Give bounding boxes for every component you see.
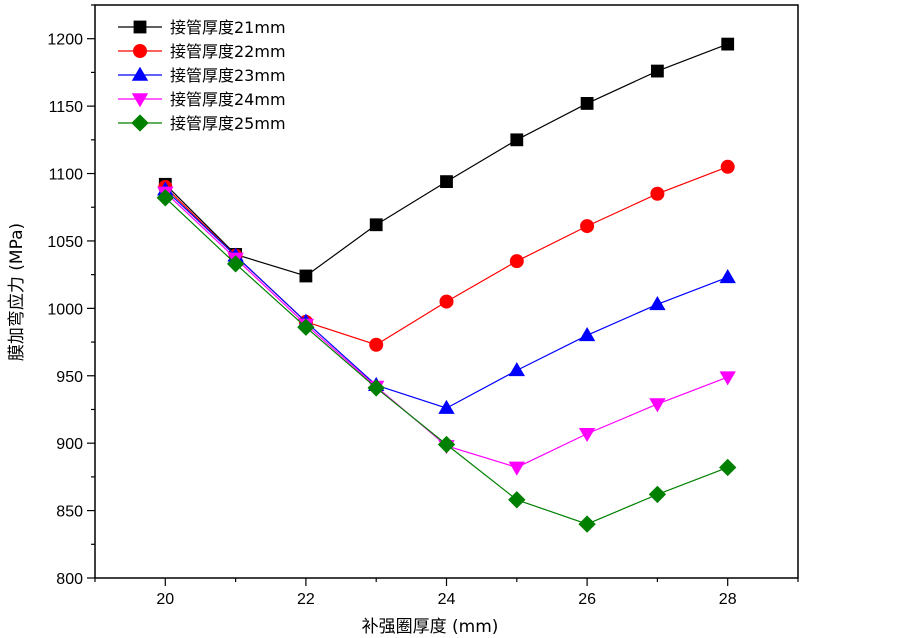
data-point	[578, 427, 596, 443]
legend-label: 接管厚度24mm	[170, 90, 286, 109]
data-point	[578, 327, 596, 342]
data-point	[651, 64, 664, 78]
legend-marker	[132, 44, 147, 59]
x-tick-label: 22	[297, 591, 315, 608]
legend-marker	[133, 20, 147, 34]
legend-label: 接管厚度22mm	[170, 42, 286, 61]
legend-label: 接管厚度25mm	[170, 114, 286, 133]
legend-entry: 接管厚度25mm	[118, 114, 286, 133]
data-point	[437, 435, 456, 454]
legend-entry: 接管厚度24mm	[118, 90, 286, 109]
data-point	[649, 398, 666, 413]
data-point	[508, 362, 525, 377]
y-tick-label: 1100	[49, 167, 84, 184]
y-tick-label: 850	[56, 504, 83, 521]
legend-marker	[131, 66, 149, 81]
data-point	[578, 515, 596, 533]
data-point	[580, 219, 595, 234]
legend-entry: 接管厚度22mm	[118, 42, 286, 61]
y-tick-label: 800	[56, 571, 83, 588]
data-point	[439, 294, 454, 309]
y-tick-label: 1150	[49, 99, 84, 116]
data-point	[440, 175, 453, 189]
data-point	[650, 186, 665, 201]
series-5	[156, 189, 737, 533]
legend-marker	[131, 93, 149, 108]
data-point	[649, 296, 666, 311]
series-line	[164, 166, 728, 346]
data-point	[369, 337, 384, 352]
series-2	[158, 159, 735, 352]
data-point	[369, 218, 383, 232]
data-point	[719, 458, 737, 477]
legend-label: 接管厚度23mm	[170, 66, 286, 85]
y-tick-label: 900	[56, 436, 83, 453]
series-4	[157, 186, 736, 476]
series-line	[164, 197, 728, 525]
data-point	[509, 254, 524, 269]
y-tick-label: 1000	[47, 301, 83, 318]
x-tick-label: 28	[719, 591, 737, 608]
legend-entry: 接管厚度21mm	[118, 18, 286, 37]
data-point	[719, 269, 736, 284]
data-point	[438, 399, 455, 414]
x-axis-title: 补强圈厚度 (mm)	[362, 617, 499, 637]
data-point	[297, 318, 315, 336]
x-tick-label: 24	[438, 591, 456, 608]
y-axis-title: 膜加弯应力 (MPa)	[7, 223, 27, 361]
data-point	[367, 379, 385, 397]
data-point	[720, 159, 735, 174]
data-point	[226, 255, 245, 273]
data-point	[580, 97, 594, 110]
data-point	[156, 189, 174, 207]
y-tick-label: 1200	[47, 32, 83, 49]
data-point	[510, 133, 524, 147]
y-tick-label: 1050	[47, 234, 83, 251]
y-tick-label: 950	[56, 369, 83, 386]
data-point	[648, 485, 667, 504]
x-tick-label: 20	[156, 591, 174, 608]
data-point	[508, 461, 525, 476]
legend-label: 接管厚度21mm	[170, 18, 286, 37]
data-point	[719, 371, 736, 386]
legend-marker	[131, 114, 149, 132]
data-point	[508, 491, 526, 509]
data-point	[299, 269, 313, 283]
series-1	[158, 37, 735, 283]
data-point	[721, 37, 735, 51]
series-line	[164, 191, 728, 469]
x-tick-label: 26	[578, 591, 596, 608]
legend-entry: 接管厚度23mm	[118, 66, 286, 85]
